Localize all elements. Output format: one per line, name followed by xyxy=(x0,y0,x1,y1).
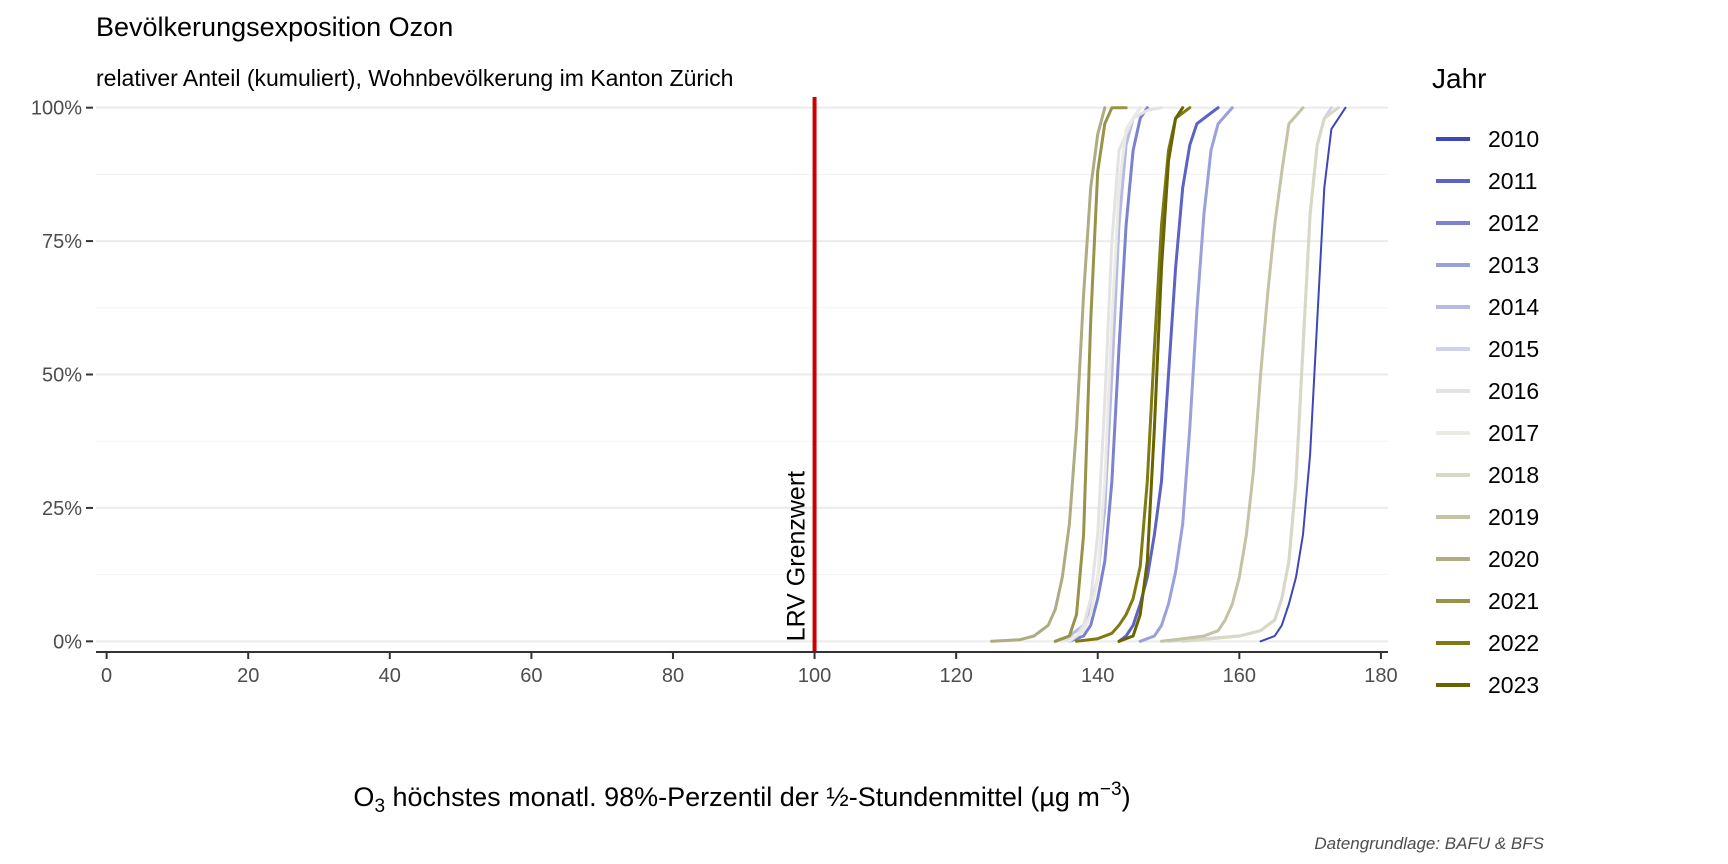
chart-title: Bevölkerungsexposition Ozon xyxy=(96,12,454,42)
series-line-2010 xyxy=(1259,106,1347,643)
xlabel-pre: O xyxy=(353,782,374,812)
series-line-2012 xyxy=(1067,106,1149,643)
xlabel-mid: höchstes monatl. 98%-Perzentil der ½-Stu… xyxy=(385,782,1100,812)
series-line-2023 xyxy=(1117,106,1185,643)
series-line-2016 xyxy=(1060,106,1163,643)
legend-label-2020: 2020 xyxy=(1488,546,1539,572)
legend-label-2023: 2023 xyxy=(1488,672,1539,698)
series-line-2014 xyxy=(1053,106,1142,643)
series-line-2017 xyxy=(1067,106,1142,643)
legend-title: Jahr xyxy=(1432,63,1486,94)
chart-caption: Datengrundlage: BAFU & BFS xyxy=(1314,834,1544,853)
series-line-2022 xyxy=(1075,106,1192,643)
x-axis-label: O3 höchstes monatl. 98%-Perzentil der ½-… xyxy=(353,779,1130,817)
x-tick-label: 20 xyxy=(237,665,259,687)
x-tick-label: 120 xyxy=(939,665,972,687)
series-line-2018 xyxy=(1181,106,1340,643)
x-tick-label: 180 xyxy=(1364,665,1397,687)
limit-label: LRV Grenzwert xyxy=(783,471,811,641)
x-tick-label: 140 xyxy=(1081,665,1114,687)
legend-label-2017: 2017 xyxy=(1488,420,1539,446)
legend-label-2015: 2015 xyxy=(1488,336,1539,362)
legend-label-2012: 2012 xyxy=(1488,210,1539,236)
legend-label-2019: 2019 xyxy=(1488,504,1539,530)
x-tick-label: 60 xyxy=(520,665,542,687)
y-tick-label: 100% xyxy=(31,98,82,120)
legend-label-2014: 2014 xyxy=(1488,294,1539,320)
series-line-2020 xyxy=(990,106,1107,643)
x-tick-label: 100 xyxy=(798,665,831,687)
xlabel-sub: 3 xyxy=(374,796,385,817)
y-axis-ticks: 0% 25% 50% 75% 100% xyxy=(31,98,93,653)
series-line-2019 xyxy=(1160,106,1305,643)
y-tick-label: 75% xyxy=(42,231,82,253)
legend-label-2016: 2016 xyxy=(1488,378,1539,404)
legend-label-2010: 2010 xyxy=(1488,126,1539,152)
y-tick-label: 25% xyxy=(42,498,82,520)
x-tick-label: 0 xyxy=(101,665,112,687)
series-line-2011 xyxy=(1117,106,1220,643)
legend-label-2018: 2018 xyxy=(1488,462,1539,488)
legend: 2010 2011 2012 2013 2014 2015 2016 2017 2018 2019… xyxy=(1436,126,1539,698)
x-axis-ticks: 0 20 40 60 80 100 120 140 160 180 xyxy=(101,652,1398,687)
legend-label-2021: 2021 xyxy=(1488,588,1539,614)
x-tick-label: 40 xyxy=(379,665,401,687)
series-layer xyxy=(990,106,1347,643)
xlabel-post: ) xyxy=(1122,782,1131,812)
grid-lines xyxy=(96,106,1388,643)
x-tick-label: 160 xyxy=(1223,665,1256,687)
y-tick-label: 0% xyxy=(53,631,82,653)
legend-label-2013: 2013 xyxy=(1488,252,1539,278)
series-line-2013 xyxy=(1138,106,1234,643)
chart-subtitle: relativer Anteil (kumuliert), Wohnbevölk… xyxy=(96,65,734,91)
xlabel-sup: −3 xyxy=(1100,779,1122,800)
x-tick-label: 80 xyxy=(662,665,684,687)
series-line-2021 xyxy=(1053,106,1128,643)
legend-label-2022: 2022 xyxy=(1488,630,1539,656)
legend-label-2011: 2011 xyxy=(1488,168,1537,194)
y-tick-label: 50% xyxy=(42,365,82,387)
